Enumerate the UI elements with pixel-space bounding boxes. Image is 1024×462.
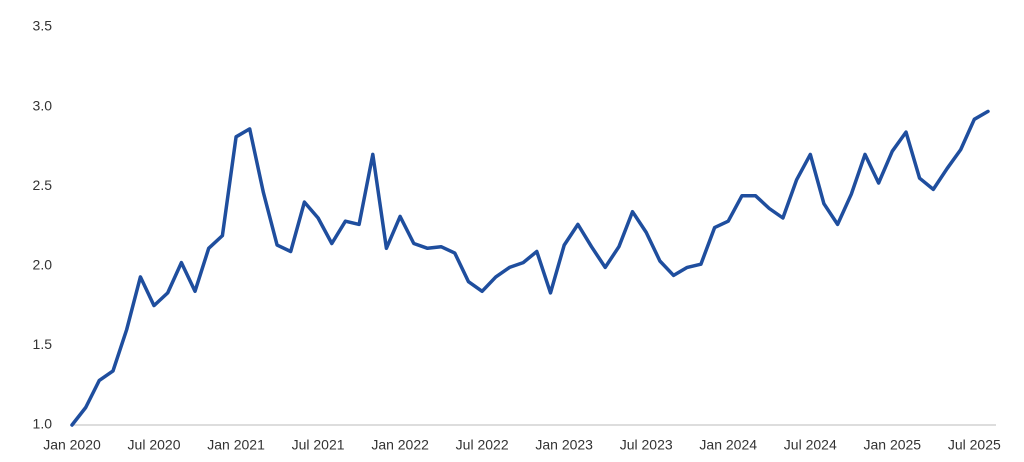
- x-tick-label: Jan 2024: [699, 437, 757, 453]
- y-tick-label: 2.0: [33, 257, 53, 273]
- x-tick-label: Jul 2021: [292, 437, 345, 453]
- x-tick-label: Jan 2025: [863, 437, 921, 453]
- x-tick-label: Jul 2024: [784, 437, 837, 453]
- data-line: [70, 109, 990, 427]
- x-tick-label: Jul 2025: [948, 437, 1001, 453]
- y-tick-label: 3.0: [33, 97, 53, 113]
- x-tick-label: Jan 2020: [43, 437, 101, 453]
- x-tick-label: Jul 2022: [456, 437, 509, 453]
- y-tick-label: 1.5: [33, 336, 53, 352]
- y-tick-label: 1.0: [33, 416, 53, 432]
- x-tick-label: Jul 2020: [128, 437, 181, 453]
- x-tick-label: Jan 2022: [371, 437, 429, 453]
- y-tick-label: 2.5: [33, 177, 53, 193]
- x-tick-label: Jul 2023: [620, 437, 673, 453]
- y-tick-label: 3.5: [33, 18, 53, 34]
- x-tick-label: Jan 2021: [207, 437, 265, 453]
- x-tick-label: Jan 2023: [535, 437, 593, 453]
